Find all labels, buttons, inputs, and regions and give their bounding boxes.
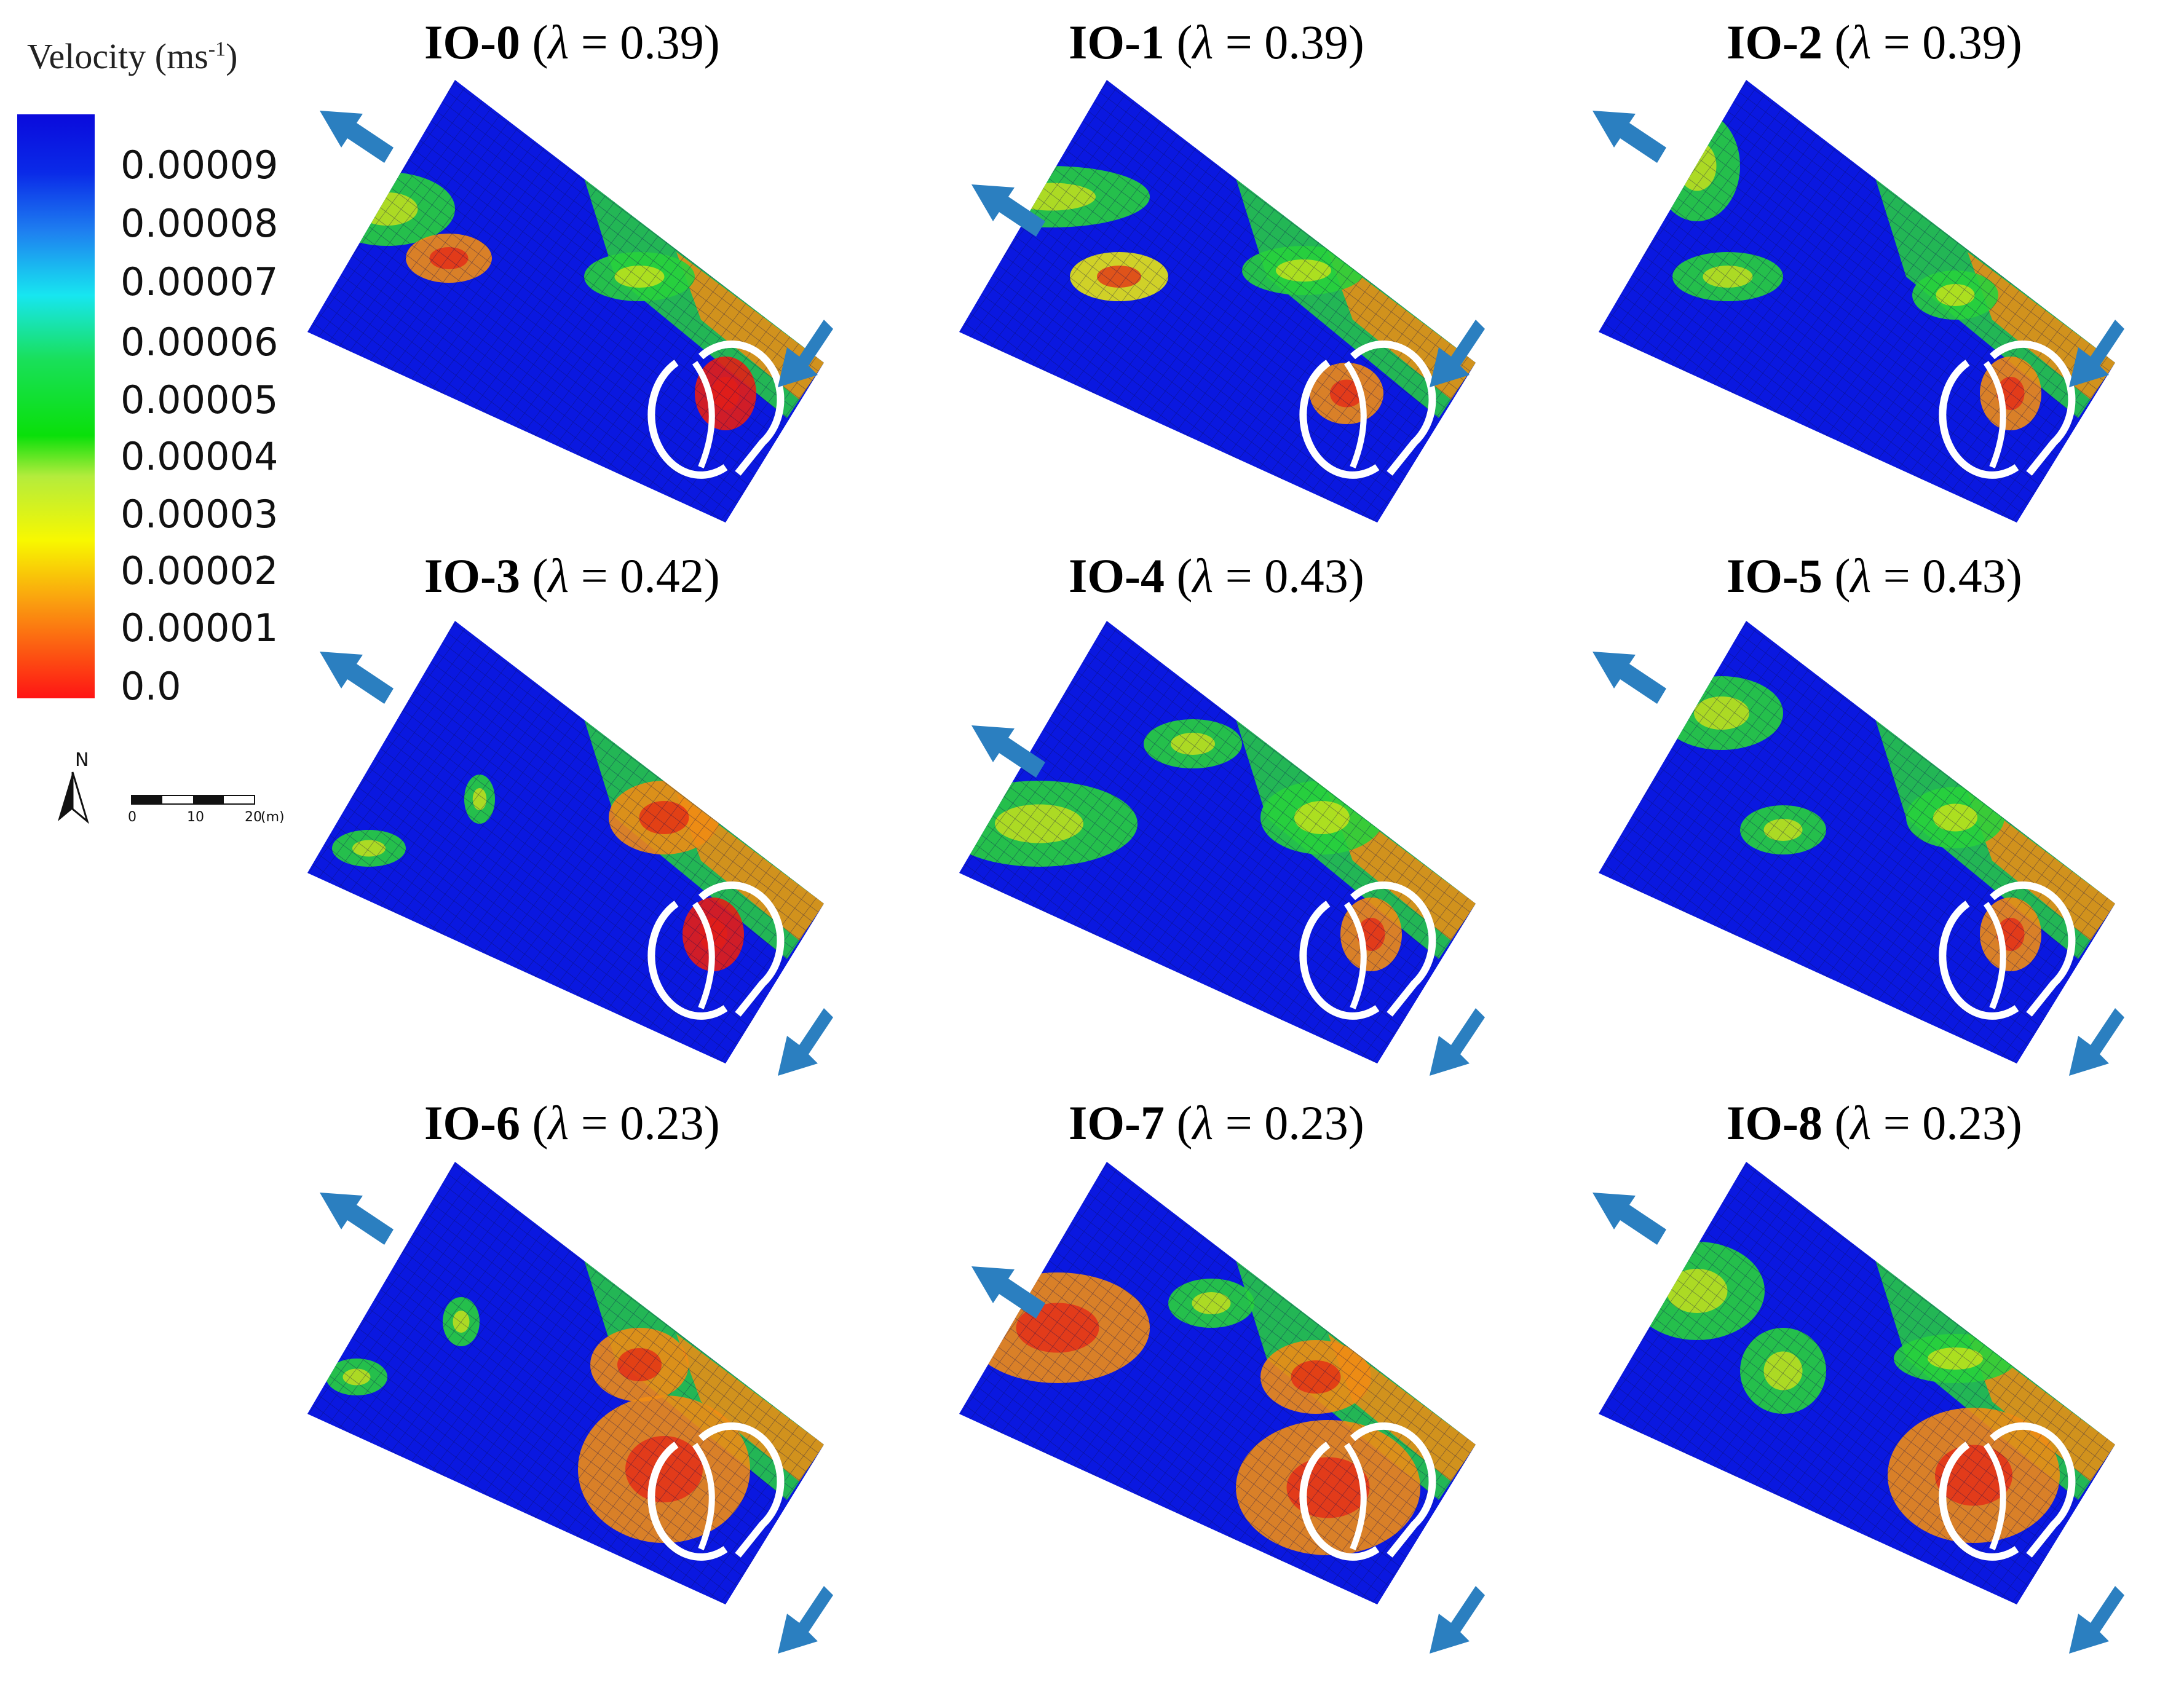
velocity-map-io-4 bbox=[959, 621, 1485, 1076]
inlet-arrow-icon bbox=[2069, 1586, 2124, 1654]
legend-tick-7: 0.00002 bbox=[121, 548, 279, 593]
velocity-map-io-5 bbox=[1593, 621, 2124, 1076]
velocity-map-io-3 bbox=[307, 621, 833, 1076]
legend-tick-5: 0.00004 bbox=[121, 434, 279, 479]
outlet-arrow-icon bbox=[1593, 111, 1666, 163]
legend-tick-0: 0.00009 bbox=[121, 143, 279, 187]
velocity-colorbar bbox=[17, 114, 95, 698]
inlet-arrow-icon bbox=[778, 1008, 833, 1076]
outlet-arrow-icon bbox=[971, 1266, 1045, 1319]
panel-title-io-5: IO-5 (λ = 0.43) bbox=[1727, 549, 2022, 602]
north-label: N bbox=[75, 749, 89, 771]
legend-tick-6: 0.00003 bbox=[121, 492, 279, 537]
legend-title: Velocity (ms-1) bbox=[27, 36, 237, 77]
panel-title-io-4: IO-4 (λ = 0.43) bbox=[1069, 549, 1364, 602]
scale-unit: (m) bbox=[261, 810, 285, 825]
velocity-map-io-7 bbox=[959, 1162, 1485, 1654]
panel-title-io-8: IO-8 (λ = 0.23) bbox=[1727, 1096, 2022, 1150]
panel-title-io-1: IO-1 (λ = 0.39) bbox=[1069, 15, 1364, 69]
panel-title-io-7: IO-7 (λ = 0.23) bbox=[1069, 1096, 1364, 1150]
scale-label-0: 0 bbox=[128, 810, 136, 825]
outlet-arrow-icon bbox=[320, 652, 394, 704]
inlet-arrow-icon bbox=[2069, 1008, 2124, 1076]
legend-tick-2: 0.00007 bbox=[121, 259, 279, 304]
legend-tick-3: 0.00006 bbox=[121, 320, 279, 365]
inlet-arrow-icon bbox=[1430, 1008, 1485, 1076]
legend-tick-4: 0.00005 bbox=[121, 377, 279, 422]
scale-label-10: 10 bbox=[187, 810, 204, 825]
inlet-arrow-icon bbox=[1430, 1586, 1485, 1654]
legend-title-text: Velocity (ms bbox=[27, 36, 208, 76]
inlet-arrow-icon bbox=[778, 320, 833, 387]
outlet-arrow-icon bbox=[1593, 652, 1666, 704]
inlet-arrow-icon bbox=[778, 1586, 833, 1654]
legend-title-superscript: -1 bbox=[208, 37, 226, 61]
velocity-map-io-8 bbox=[1593, 1162, 2124, 1654]
panel-title-io-0: IO-0 (λ = 0.39) bbox=[424, 15, 720, 69]
velocity-map-io-6 bbox=[307, 1162, 833, 1654]
velocity-map-io-1 bbox=[959, 80, 1485, 523]
outlet-arrow-icon bbox=[971, 184, 1045, 237]
panel-title-io-6: IO-6 (λ = 0.23) bbox=[424, 1096, 720, 1150]
legend-tick-1: 0.00008 bbox=[121, 201, 279, 246]
legend-title-close: ) bbox=[226, 36, 238, 76]
scale-bar: 0 10 20 (m) bbox=[128, 795, 285, 825]
outlet-arrow-icon bbox=[971, 725, 1045, 778]
legend-tick-9: 0.0 bbox=[121, 664, 181, 709]
velocity-map-io-2 bbox=[1593, 80, 2124, 523]
outlet-arrow-icon bbox=[1593, 1193, 1666, 1245]
north-arrow-icon: N bbox=[58, 749, 89, 824]
inlet-arrow-icon bbox=[2069, 320, 2124, 387]
outlet-arrow-icon bbox=[320, 1193, 394, 1245]
inlet-arrow-icon bbox=[1430, 320, 1485, 387]
legend-tick-8: 0.00001 bbox=[121, 605, 279, 650]
velocity-map-io-0 bbox=[307, 80, 833, 523]
scale-label-20: 20 bbox=[245, 810, 262, 825]
panel-title-io-2: IO-2 (λ = 0.39) bbox=[1727, 15, 2022, 69]
panel-title-io-3: IO-3 (λ = 0.42) bbox=[424, 549, 720, 602]
outlet-arrow-icon bbox=[320, 111, 394, 163]
